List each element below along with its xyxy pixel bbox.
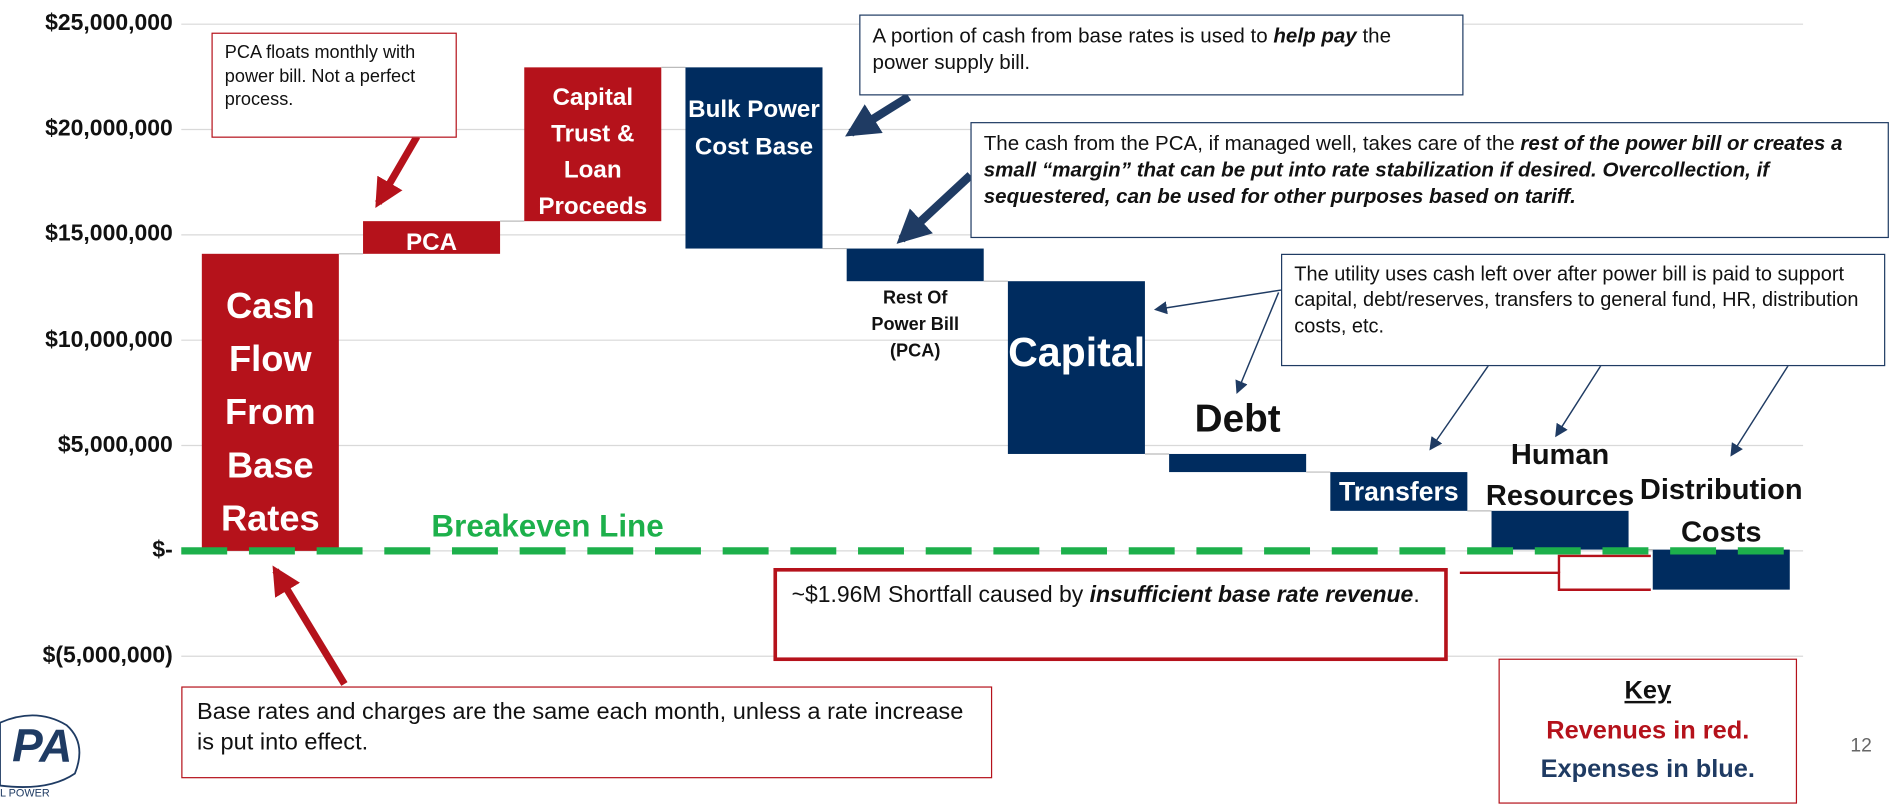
bar-label: Distribution Costs [1639, 473, 1803, 549]
shortfall-bracket [1459, 571, 1651, 591]
arrow [1235, 292, 1280, 394]
text: insufficient base rate revenue [1089, 582, 1414, 608]
bar-label: Capital [1008, 329, 1146, 376]
arrow [1153, 289, 1282, 315]
text: ~$1.96M Shortfall caused by [791, 582, 1090, 608]
key-expenses: Expenses in blue. [1540, 755, 1755, 784]
arrow [896, 172, 974, 244]
bar [1007, 281, 1145, 454]
bar [685, 67, 823, 249]
y-tick-label: $25,000,000 [45, 10, 173, 37]
logo-text: PA [12, 719, 72, 771]
annotation: PCA floats monthly with power bill. Not … [211, 32, 457, 138]
bar [1491, 510, 1629, 550]
bar-label: Human Resources [1485, 438, 1635, 513]
arrow [845, 93, 912, 137]
arrow [375, 134, 421, 209]
text: . [1413, 582, 1420, 608]
bar [201, 253, 339, 551]
y-tick-label: $15,000,000 [45, 221, 173, 247]
breakeven-label: Breakeven Line [431, 507, 664, 544]
bar [1652, 549, 1790, 590]
y-tick-label: $5,000,000 [57, 432, 173, 458]
key: Key Revenues in red. Expenses in blue. [1498, 658, 1798, 804]
y-tick-label: $- [152, 537, 173, 563]
bar-label: PCA [406, 229, 458, 257]
y-tick-label: $(5,000,000) [42, 642, 173, 669]
arrows [272, 93, 1790, 686]
annotation: The cash from the PCA, if managed well, … [970, 122, 1889, 239]
text: The cash from the PCA, if managed well, … [983, 131, 1521, 155]
arrow [272, 565, 348, 686]
bar-label: Rest Of Power Bill (PCA) [871, 287, 960, 362]
arrow [1555, 364, 1602, 438]
bar-label: Debt [1194, 396, 1281, 440]
bar [1169, 453, 1307, 473]
bar-label: Capital Trust & Loan Proceeds [538, 84, 648, 220]
page-number: 12 [1850, 736, 1872, 757]
bar-label: Cash Flow From Base Rates [220, 286, 320, 539]
annotation: The utility uses cash left over after po… [1281, 253, 1886, 367]
bar [524, 67, 662, 222]
text: help pay [1273, 24, 1357, 48]
arrow [1730, 364, 1790, 457]
annotation: A portion of cash from base rates is use… [859, 14, 1464, 96]
y-tick-label: $10,000,000 [45, 326, 173, 353]
bar [363, 221, 501, 254]
y-tick-label: $20,000,000 [45, 116, 173, 142]
text: rest of the power bill or creates a smal… [983, 131, 1843, 209]
logo-subtext: L POWER [0, 787, 50, 799]
annotation: ~$1.96M Shortfall caused by insufficient… [773, 567, 1448, 662]
logo: PA L POWER [0, 714, 81, 799]
shortfall-bracket [1557, 554, 1651, 573]
text: the power supply bill. [872, 24, 1392, 74]
key-revenues: Revenues in red. [1546, 716, 1750, 744]
arrow [1429, 364, 1490, 451]
bar-label: Bulk Power Cost Base [688, 96, 820, 161]
bar [846, 248, 984, 282]
text: A portion of cash from base rates is use… [872, 24, 1274, 48]
annotation: Base rates and charges are the same each… [181, 686, 993, 779]
bar [1330, 472, 1468, 511]
bar-label: Transfers [1338, 476, 1459, 507]
key-title: Key [1624, 676, 1672, 705]
